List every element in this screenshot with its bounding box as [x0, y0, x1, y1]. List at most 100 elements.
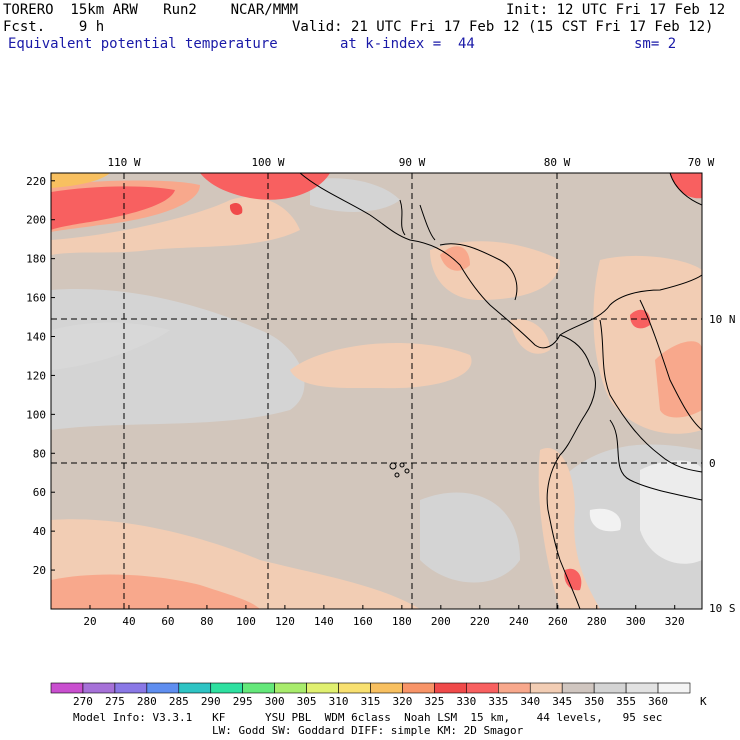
colorbar-label: 340	[520, 695, 540, 708]
peru-brazil-border	[609, 419, 702, 501]
x-tick-label: 240	[509, 615, 529, 628]
physics-info: LW: Godd SW: Goddard DIFF: simple KM: 2D…	[212, 724, 524, 737]
colorbar-label: 325	[424, 695, 444, 708]
field-orange-corner	[51, 173, 110, 188]
x-tick-label: 180	[392, 615, 412, 628]
honduras-border	[439, 243, 518, 301]
colorbar-swatch	[274, 682, 307, 694]
field-red-ne	[670, 173, 702, 199]
colorbar-swatch	[210, 682, 244, 694]
colorbar-unit: K	[700, 695, 707, 708]
colorbar-label: 270	[73, 695, 93, 708]
y-tick-label: 100	[26, 408, 46, 421]
field-red-peru	[564, 568, 582, 591]
x-tick-label: 40	[122, 615, 135, 628]
forecast-hour: Fcst. 9 h	[3, 19, 105, 35]
lat-label-10s: 10 S	[709, 602, 736, 615]
field-peach-panama	[510, 319, 550, 354]
x-tick-label: 20	[83, 615, 96, 628]
y-tick-label: 160	[26, 292, 46, 305]
map-frame	[50, 172, 703, 610]
colorbar-label: 320	[393, 695, 413, 708]
venezuela-border	[639, 299, 702, 431]
colorbar-swatch	[434, 682, 467, 694]
lon-label-70w: 70 W	[688, 156, 715, 169]
colorbar-swatch	[561, 682, 595, 694]
y-tick-label: 220	[26, 175, 46, 188]
lon-label-80w: 80 W	[544, 156, 571, 169]
y-tick-label: 40	[33, 525, 46, 538]
init-time: Init: 12 UTC Fri 17 Feb 12	[506, 2, 726, 18]
x-tick-label: 60	[161, 615, 174, 628]
colorbar-label: 355	[616, 695, 636, 708]
field-white-patch	[589, 508, 621, 532]
galapagos-island-4	[394, 472, 400, 478]
x-tick-label: 140	[314, 615, 334, 628]
longitude-labels: 110 W 100 W 90 W 80 W 70 W	[107, 156, 714, 169]
colorbar-label: 360	[648, 695, 668, 708]
colorbar-swatch	[497, 682, 531, 694]
colorbar-swatch	[338, 682, 371, 694]
y-tick-label: 80	[33, 447, 46, 460]
coastline-south-america-pacific	[546, 334, 596, 609]
colorbar-label: 290	[201, 695, 221, 708]
x-grid-ticks: 20 40 60 80 100 120 140 160 180 200 220 240 260 280 30…	[83, 605, 685, 628]
lon-label-90w: 90 W	[399, 156, 426, 169]
theta-e-field	[51, 173, 702, 609]
colorbar-label: 305	[297, 695, 317, 708]
field-grey-mexico	[310, 178, 400, 212]
field-red-nw	[51, 186, 175, 230]
colombia-ecuador-border	[599, 319, 702, 473]
field-salmon-andes	[655, 341, 702, 418]
valid-time: Valid: 21 UTC Fri 17 Feb 12 (15 CST Fri …	[292, 19, 714, 35]
galapagos-island-3	[404, 468, 410, 474]
lat-label-10n: 10 N	[709, 313, 736, 326]
colorbar-swatch	[242, 682, 275, 694]
colorbar-swatch	[370, 682, 403, 694]
colorbar-swatch	[82, 682, 116, 694]
colorbar-label: 315	[361, 695, 381, 708]
field-peach-peru	[538, 448, 600, 609]
field-name: Equivalent potential temperature	[8, 36, 278, 52]
yucatan-outline	[399, 199, 436, 241]
colorbar-swatch	[402, 682, 435, 694]
field-grey-west-2	[51, 322, 170, 370]
lon-label-100w: 100 W	[251, 156, 284, 169]
y-tick-label: 20	[33, 564, 46, 577]
caribbean-coast	[669, 173, 702, 206]
graticule	[51, 173, 702, 609]
x-tick-label: 320	[665, 615, 685, 628]
x-tick-label: 200	[431, 615, 451, 628]
model-title: TORERO 15km ARW Run2 NCAR/MMM	[3, 2, 299, 18]
x-tick-label: 220	[470, 615, 490, 628]
y-tick-label: 120	[26, 369, 46, 382]
x-tick-label: 160	[353, 615, 373, 628]
colorbar-swatch	[625, 682, 659, 694]
colorbar-label: 310	[329, 695, 349, 708]
field-peach-center	[290, 343, 472, 389]
lon-label-110w: 110 W	[107, 156, 140, 169]
x-tick-label: 260	[548, 615, 568, 628]
model-info: Model Info: V3.3.1 KF YSU PBL WDM 6class…	[73, 711, 663, 724]
colorbar-label: 285	[169, 695, 189, 708]
latitude-labels: 10 N 0 10 S	[709, 313, 736, 615]
x-tick-label: 80	[200, 615, 213, 628]
y-tick-label: 180	[26, 253, 46, 266]
field-salmon-south	[51, 574, 260, 609]
colorbar: 270 275 280 285 290 295 300 305 310 315 320 325 330 3…	[50, 682, 691, 708]
colorbar-swatch	[146, 682, 180, 694]
colorbar-swatch	[593, 682, 627, 694]
y-grid-ticks: 20 40 60 80 100 120 140 160 180 200 220	[26, 175, 55, 577]
level-index: at k-index = 44	[340, 36, 475, 52]
y-tick-label: 140	[26, 331, 46, 344]
colorbar-swatch	[306, 682, 339, 694]
field-grey-south	[420, 492, 520, 583]
field-red-colombia	[630, 309, 651, 329]
colorbar-swatch	[466, 682, 499, 694]
colorbar-label: 275	[105, 695, 125, 708]
colorbar-swatch	[50, 682, 84, 694]
colorbar-swatch	[529, 682, 563, 694]
field-red-mexico	[200, 173, 330, 200]
colorbar-label: 350	[584, 695, 604, 708]
